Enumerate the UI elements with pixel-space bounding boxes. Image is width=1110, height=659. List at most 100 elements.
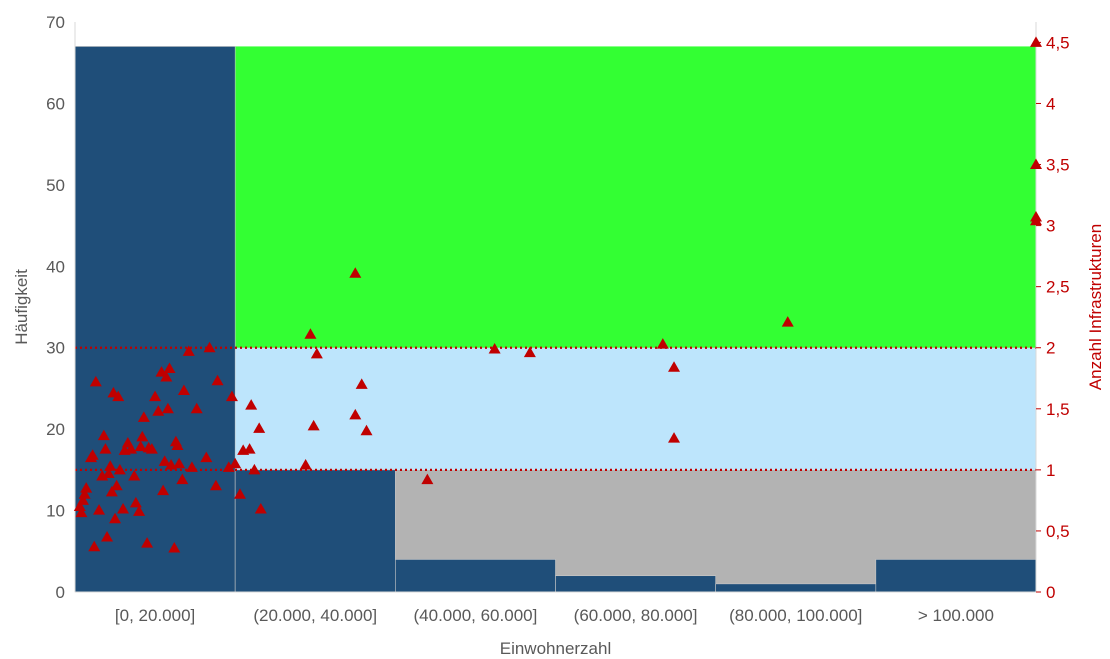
scatter-point-36	[152, 405, 165, 416]
scatter-point-15	[104, 460, 117, 471]
scatter-point-62	[243, 443, 256, 454]
scatter-point-30	[136, 430, 149, 442]
threshold-lines	[75, 346, 1036, 471]
scatter-point-44	[168, 542, 181, 553]
scatter-point-78	[656, 338, 669, 349]
scatter-point-82	[1030, 36, 1042, 47]
y-tick-right-9: 4,5	[1046, 33, 1070, 52]
tick-labels: 0 10 20 30 40 50 60 70 0 0,5 1 1,5 2 2,5 3 3,5 4 4,5 [0, 2…	[46, 13, 1070, 625]
scatter-point-60	[233, 488, 246, 499]
band-1	[235, 347, 1036, 470]
scatter-point-39	[158, 455, 171, 466]
scatter-point-58	[225, 390, 238, 402]
scatter-point-42	[163, 362, 176, 373]
scatter-point-54	[203, 341, 216, 353]
scatter-point-56	[211, 374, 224, 386]
scatter-point-41	[161, 402, 174, 414]
scatter-point-64	[248, 463, 261, 475]
scatter-point-37	[155, 366, 168, 377]
scatter-point-22	[117, 502, 130, 514]
axes	[74, 22, 1037, 593]
scatter-point-48	[176, 473, 189, 485]
scatter-point-69	[307, 419, 320, 431]
scatter-point-74	[360, 424, 373, 436]
scatter-point-85	[1030, 214, 1042, 226]
x-tick-0: [0, 20.000]	[115, 606, 195, 625]
scatter-point-1	[75, 506, 88, 518]
scatter-point-8	[89, 375, 102, 387]
bar-1	[234, 469, 396, 593]
scatter-point-25	[125, 443, 138, 454]
scatter-point-6	[86, 449, 99, 460]
bar-0	[74, 46, 236, 593]
scatter-point-12	[99, 443, 112, 454]
scatter-point-14	[102, 467, 115, 479]
y-tick-left-5: 50	[46, 176, 65, 195]
scatter-point-75	[421, 473, 434, 485]
scatter-point-19	[110, 479, 123, 491]
scatter-point-77	[523, 346, 536, 358]
y-tick-left-3: 30	[46, 339, 65, 358]
scatter-point-66	[254, 502, 267, 514]
scatter-point-34	[145, 443, 158, 454]
scatter-point-83	[1030, 158, 1042, 170]
scatter-point-73	[355, 378, 368, 389]
scatter-point-65	[253, 422, 266, 433]
scatter-point-57	[222, 461, 235, 472]
y-axis-title-right: Anzahl Infrastrukturen	[1086, 224, 1105, 390]
y-tick-right-7: 3,5	[1046, 156, 1070, 175]
x-tick-2: (40.000, 60.000]	[414, 606, 538, 625]
scatter-point-20	[112, 390, 125, 402]
scatter-point-70	[310, 347, 323, 359]
bar-2	[395, 559, 556, 593]
x-axis-title: Einwohnerzahl	[500, 639, 612, 658]
scatter-point-52	[190, 402, 203, 414]
scatter-point-47	[173, 457, 186, 469]
scatter-point-50	[182, 345, 195, 356]
scatter-point-28	[133, 505, 146, 516]
scatter-point-2	[77, 494, 90, 505]
scatter-point-81	[781, 316, 794, 327]
scatter-point-68	[304, 328, 317, 339]
y-tick-right-2: 1	[1046, 461, 1055, 480]
x-tick-1: (20.000, 40.000]	[253, 606, 377, 625]
scatter-point-51	[185, 461, 198, 472]
scatter-point-38	[157, 484, 170, 496]
scatter-point-18	[109, 512, 122, 524]
scatter-point-72	[349, 408, 362, 420]
scatter-point-76	[488, 342, 501, 354]
y-tick-right-0: 0	[1046, 583, 1055, 602]
y-axis-title-left: Häufigkeit	[12, 269, 31, 345]
band-2	[235, 46, 1036, 348]
scatter-point-29	[134, 440, 147, 452]
scatter-point-32	[141, 537, 154, 548]
y-tick-right-8: 4	[1046, 94, 1055, 113]
y-tick-right-6: 3	[1046, 217, 1055, 236]
scatter-point-71	[349, 267, 362, 278]
y-tick-left-6: 60	[46, 94, 65, 113]
y-tick-right-3: 1,5	[1046, 400, 1070, 419]
y-tick-left-7: 70	[46, 13, 65, 32]
bar-5	[875, 559, 1037, 593]
x-tick-3: (60.000, 80.000]	[574, 606, 698, 625]
histogram-bars	[74, 46, 1037, 593]
scatter-point-13	[101, 531, 114, 542]
scatter-point-79	[668, 361, 681, 372]
bar-4	[715, 583, 877, 593]
scatter-point-7	[88, 540, 101, 552]
y-tick-right-5: 2,5	[1046, 278, 1070, 297]
scatter-points	[73, 36, 1042, 553]
scatter-point-35	[149, 390, 162, 402]
scatter-point-9	[93, 504, 106, 515]
bar-3	[555, 575, 716, 593]
scatter-point-80	[668, 432, 681, 443]
scatter-point-4	[80, 482, 93, 493]
y-tick-left-0: 0	[56, 583, 65, 602]
y-tick-left-4: 40	[46, 257, 65, 276]
scatter-point-49	[177, 384, 190, 395]
scatter-point-0	[73, 500, 86, 512]
scatter-point-31	[137, 411, 150, 422]
scatter-point-27	[129, 496, 142, 508]
